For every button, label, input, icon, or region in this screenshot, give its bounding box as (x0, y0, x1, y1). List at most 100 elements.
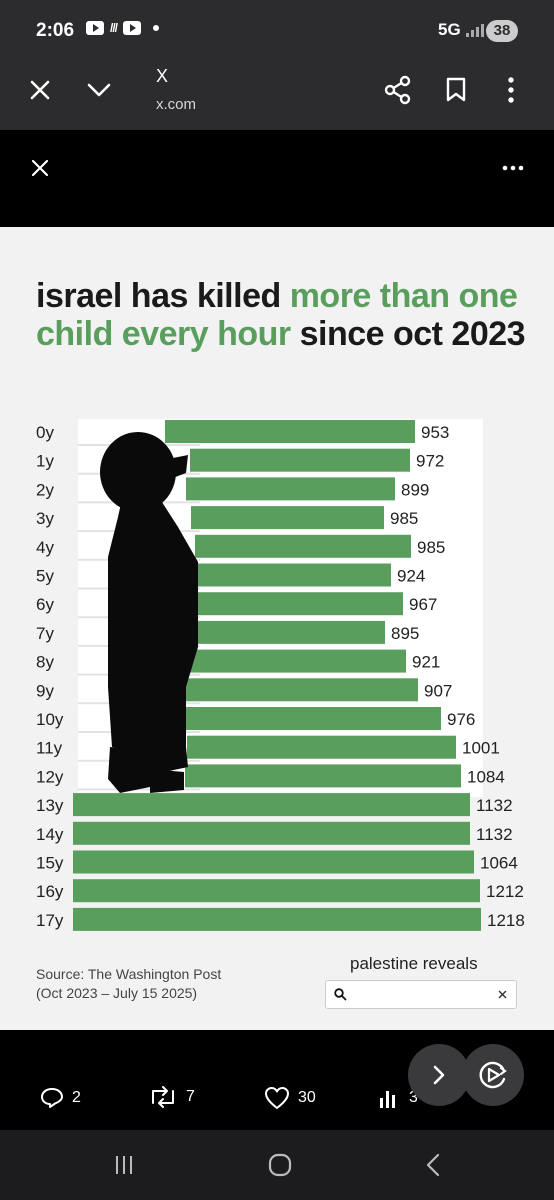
battery-indicator: 38 (486, 20, 518, 42)
value-label-2y: 899 (401, 480, 429, 499)
viewer-close-icon[interactable] (30, 158, 50, 178)
category-label-13y: 13y (36, 796, 64, 815)
value-label-12y: 1084 (467, 767, 505, 786)
bar-12y (185, 764, 461, 788)
reply-action[interactable]: 2 (40, 1086, 81, 1110)
wifi-call-icon: /// (110, 21, 118, 35)
signal-icon (466, 24, 484, 37)
chart-bars (73, 420, 481, 931)
close-icon[interactable] (29, 79, 51, 101)
views-icon (380, 1091, 395, 1108)
bar-8y (182, 649, 406, 673)
repost-icon (152, 1086, 174, 1108)
more-notifications-dot (153, 25, 160, 31)
category-label-15y: 15y (36, 854, 64, 873)
category-label-8y: 8y (36, 653, 54, 672)
heart-icon (265, 1087, 289, 1109)
viewer-more-icon[interactable] (502, 164, 524, 172)
chart-title: israel has killed more than one child ev… (36, 277, 536, 353)
image-search-box (325, 980, 517, 1009)
page-title: X (156, 66, 169, 86)
category-label-9y: 9y (36, 681, 54, 700)
category-label-5y: 5y (36, 567, 54, 586)
youtube-notification-icon-2 (123, 21, 142, 35)
back-icon[interactable] (424, 1152, 442, 1178)
reply-icon (41, 1088, 63, 1108)
category-label-2y: 2y (36, 480, 54, 499)
value-label-6y: 967 (409, 595, 437, 614)
bar-chart: 0y 953 1y 972 2y 899 3y 985 4y 985 5y 924 6y 967 7y 895… (36, 419, 525, 931)
repost-action[interactable]: 7 (148, 1086, 195, 1108)
bar-1y (190, 448, 410, 472)
bar-0y (165, 420, 415, 443)
browser-toolbar: X x.com (0, 60, 554, 130)
value-label-16y: 1212 (486, 882, 524, 901)
bar-15y (73, 850, 474, 874)
credit-text: palestine reveals (350, 954, 478, 973)
value-label-9y: 907 (424, 681, 452, 700)
bar-6y (193, 592, 403, 616)
search-icon (334, 988, 347, 1001)
recent-apps-icon[interactable] (113, 1154, 135, 1176)
bookmark-icon[interactable] (445, 77, 467, 103)
bar-2y (186, 477, 395, 501)
category-label-6y: 6y (36, 595, 54, 614)
child-silhouette (100, 432, 198, 793)
chevron-down-icon[interactable] (86, 81, 112, 99)
category-label-12y: 12y (36, 767, 64, 786)
like-count: 30 (298, 1089, 316, 1106)
share-icon[interactable] (384, 75, 412, 105)
value-label-1y: 972 (416, 452, 444, 471)
bar-9y (180, 678, 418, 702)
post-actions-bar: 2 7 30 3 (0, 1030, 554, 1130)
value-label-5y: 924 (397, 567, 425, 586)
chart-labels: 0y 953 1y 972 2y 899 3y 985 4y 985 5y 924 6y 967 7y 895… (36, 423, 525, 930)
value-label-14y: 1132 (476, 825, 513, 844)
media-viewer-header (0, 130, 554, 227)
views-action[interactable]: 3 (377, 1086, 418, 1110)
category-label-17y: 17y (36, 911, 64, 930)
value-label-4y: 985 (417, 538, 445, 557)
value-label-8y: 921 (412, 653, 440, 672)
source-line-1: Source: The Washington Post (36, 966, 222, 982)
value-label-7y: 895 (391, 624, 419, 643)
network-type: 5G (438, 20, 461, 39)
value-label-17y: 1218 (487, 911, 525, 930)
chevron-right-icon (433, 1065, 445, 1085)
bar-4y (195, 534, 411, 558)
next-media-button[interactable] (408, 1044, 470, 1106)
bar-17y (73, 907, 481, 931)
system-nav-bar (0, 1130, 554, 1200)
notification-icons: /// (86, 21, 160, 35)
category-label-1y: 1y (36, 452, 54, 471)
title-part-3: since oct 2023 (290, 315, 526, 353)
title-part-2-highlight: more than one child every hour (36, 277, 518, 353)
title-part-1: israel has killed (36, 277, 290, 315)
value-label-0y: 953 (421, 423, 449, 442)
category-label-7y: 7y (36, 624, 54, 643)
value-label-15y: 1064 (480, 854, 518, 873)
video-play-icon (479, 1061, 507, 1089)
category-label-14y: 14y (36, 825, 64, 844)
value-label-13y: 1132 (476, 796, 513, 815)
category-label-4y: 4y (36, 538, 54, 557)
like-action[interactable]: 30 (264, 1086, 316, 1110)
reply-count: 2 (72, 1089, 81, 1106)
clear-icon (498, 990, 507, 999)
immersive-video-button[interactable] (462, 1044, 524, 1106)
repost-count: 7 (186, 1088, 195, 1105)
bar-5y (196, 563, 391, 587)
post-image[interactable]: israel has killed more than one child ev… (0, 227, 554, 1030)
bar-3y (191, 506, 384, 530)
home-icon[interactable] (267, 1152, 293, 1178)
category-label-3y: 3y (36, 509, 54, 528)
bar-7y (187, 620, 385, 644)
bar-13y (73, 793, 470, 817)
youtube-notification-icon (86, 21, 104, 35)
status-time: 2:06 (36, 20, 75, 41)
value-label-10y: 976 (447, 710, 475, 729)
category-label-0y: 0y (36, 423, 54, 442)
more-vert-icon[interactable] (506, 76, 516, 104)
source-line-2: (Oct 2023 – July 15 2025) (36, 985, 198, 1001)
category-label-16y: 16y (36, 882, 64, 901)
